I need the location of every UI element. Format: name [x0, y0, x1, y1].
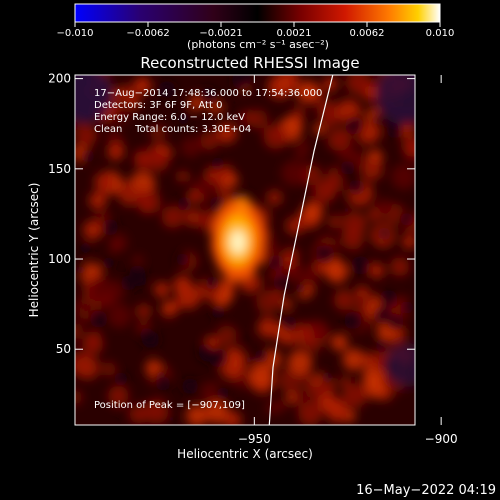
- colorbar-tick-label: −0.0021: [199, 28, 242, 39]
- x-axis-label: Heliocentric X (arcsec): [177, 447, 313, 461]
- colorbar-tick-label: 0.0062: [350, 28, 385, 39]
- info-line-energy: Energy Range: 6.0 − 12.0 keV: [94, 112, 245, 123]
- colorbar: [74, 3, 441, 23]
- y-axis-label: Heliocentric Y (arcsec): [27, 183, 41, 318]
- y-tick-label: 150: [48, 162, 71, 176]
- plot-frame: [74, 74, 416, 426]
- solar-limb-line: [268, 75, 334, 425]
- colorbar-ticks: −0.010 −0.0062 −0.0021 0.0021 0.0062 0.010: [56, 22, 454, 39]
- plot-timestamp: 16−May−2022 04:19: [356, 483, 496, 498]
- info-line-time: 17−Aug−2014 17:48:36.000 to 17:54:36.000: [94, 88, 322, 99]
- y-tick-label: 100: [48, 252, 71, 266]
- peak-position-label: Position of Peak = [−907,109]: [94, 400, 245, 411]
- heatmap-image: [75, 75, 415, 425]
- chart-title: Reconstructed RHESSI Image: [140, 54, 359, 72]
- colorbar-tick-label: 0.010: [426, 28, 455, 39]
- colorbar-tick-label: −0.010: [56, 28, 93, 39]
- info-line-detectors: Detectors: 3F 6F 9F, Att 0: [94, 100, 222, 111]
- x-tick-label: −950: [238, 432, 271, 446]
- info-line-clean: Clean Total counts: 3.30E+04: [94, 124, 251, 135]
- colorbar-tick-label: −0.0062: [126, 28, 169, 39]
- axis-ticks: −950−900−85050100150200: [48, 72, 458, 446]
- x-tick-label: −900: [425, 432, 458, 446]
- y-tick-label: 200: [48, 72, 71, 86]
- colorbar-unit-label: (photons cm⁻² s⁻¹ asec⁻²): [187, 38, 329, 51]
- colorbar-tick-label: 0.0021: [277, 28, 312, 39]
- y-tick-label: 50: [56, 342, 71, 356]
